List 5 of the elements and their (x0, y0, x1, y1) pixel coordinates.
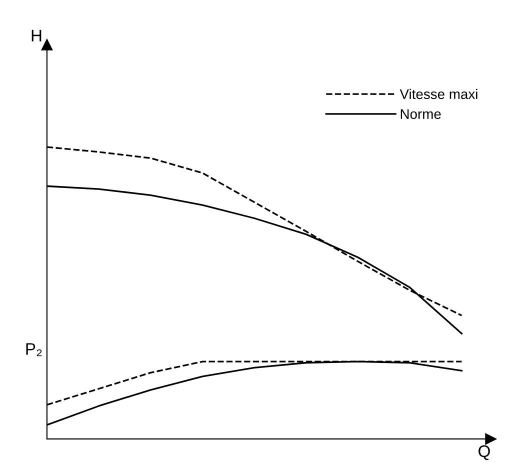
legend-label: Norme (400, 109, 441, 119)
text: P₂ (26, 343, 42, 356)
x-axis-title: Q (478, 445, 490, 460)
legend-label: Vitesse maxi (400, 88, 478, 100)
text: H (32, 30, 42, 42)
